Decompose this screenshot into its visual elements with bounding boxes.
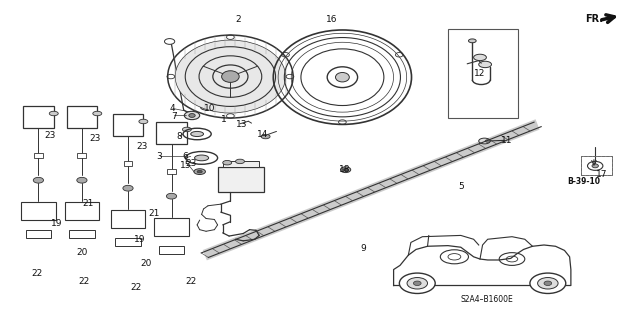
Text: 18: 18 [339,165,350,174]
Ellipse shape [33,177,44,183]
Ellipse shape [182,127,191,132]
Ellipse shape [200,104,212,110]
Ellipse shape [236,159,244,164]
Text: 5: 5 [458,182,463,191]
Ellipse shape [164,39,175,44]
Bar [124,161,132,166]
Ellipse shape [139,119,148,124]
Bar [154,218,189,236]
Bar [21,202,56,220]
Ellipse shape [191,131,204,137]
Text: B-39-10: B-39-10 [567,177,600,186]
Text: 19: 19 [51,219,62,228]
Text: 22: 22 [185,277,196,286]
Text: 23: 23 [44,131,56,140]
Bar [34,153,43,158]
Bar [26,230,51,238]
Ellipse shape [261,134,270,139]
Ellipse shape [474,54,486,61]
Ellipse shape [166,193,177,199]
Text: 8: 8 [177,132,182,141]
Text: 2: 2 [236,15,241,24]
Text: 12: 12 [474,69,486,78]
Ellipse shape [530,273,566,293]
Bar [581,156,612,175]
Ellipse shape [49,111,58,116]
Ellipse shape [197,170,202,173]
Bar [448,29,518,118]
Ellipse shape [407,278,428,289]
Text: 10: 10 [204,104,216,113]
Ellipse shape [184,111,200,120]
Text: FR.: FR. [585,14,603,24]
Text: 19: 19 [134,235,145,244]
Text: 11: 11 [501,137,513,145]
Bar [69,230,95,238]
Ellipse shape [340,167,351,173]
Text: 21: 21 [83,199,94,208]
Text: 7: 7 [172,112,177,121]
Ellipse shape [77,177,87,183]
Bar [115,238,141,246]
Ellipse shape [123,185,133,191]
Ellipse shape [538,278,558,289]
Bar [67,106,97,128]
Text: 20: 20 [140,259,152,268]
Ellipse shape [335,72,349,82]
Bar [218,167,264,192]
Text: 22: 22 [130,283,141,292]
Ellipse shape [413,281,421,286]
Bar [159,246,184,254]
Text: 16: 16 [326,15,337,24]
Text: 13: 13 [236,120,248,129]
Text: 1: 1 [221,115,227,124]
Bar [111,210,145,228]
Ellipse shape [485,140,490,142]
Bar [167,169,176,174]
Bar [77,153,86,158]
Text: 4: 4 [170,104,175,113]
Ellipse shape [189,114,195,117]
Ellipse shape [399,273,435,293]
Bar [23,106,54,128]
Ellipse shape [592,164,598,168]
Ellipse shape [544,281,552,286]
Text: 22: 22 [31,269,43,278]
Text: 23: 23 [89,134,100,143]
Ellipse shape [195,155,209,161]
Ellipse shape [479,61,492,68]
Ellipse shape [194,169,205,174]
Text: 15: 15 [180,161,191,170]
Text: 9: 9 [361,244,366,253]
Text: S2A4–B1600E: S2A4–B1600E [460,295,513,304]
Text: 22: 22 [79,277,90,286]
Bar [223,161,259,167]
Text: 3: 3 [156,152,161,161]
Text: 6: 6 [183,152,188,161]
Ellipse shape [343,168,348,171]
Text: 14: 14 [257,130,268,139]
Ellipse shape [93,111,102,116]
Text: 23: 23 [136,142,148,151]
Bar [156,122,187,144]
Ellipse shape [223,160,232,165]
Text: 23: 23 [185,159,196,168]
Bar [581,156,612,175]
Text: 21: 21 [148,209,159,218]
Ellipse shape [221,71,239,82]
Bar [113,114,143,136]
Text: 17: 17 [596,170,607,179]
Ellipse shape [468,39,476,43]
Text: 20: 20 [76,248,88,257]
Ellipse shape [479,138,490,144]
Bar [65,202,99,220]
Ellipse shape [175,40,285,113]
